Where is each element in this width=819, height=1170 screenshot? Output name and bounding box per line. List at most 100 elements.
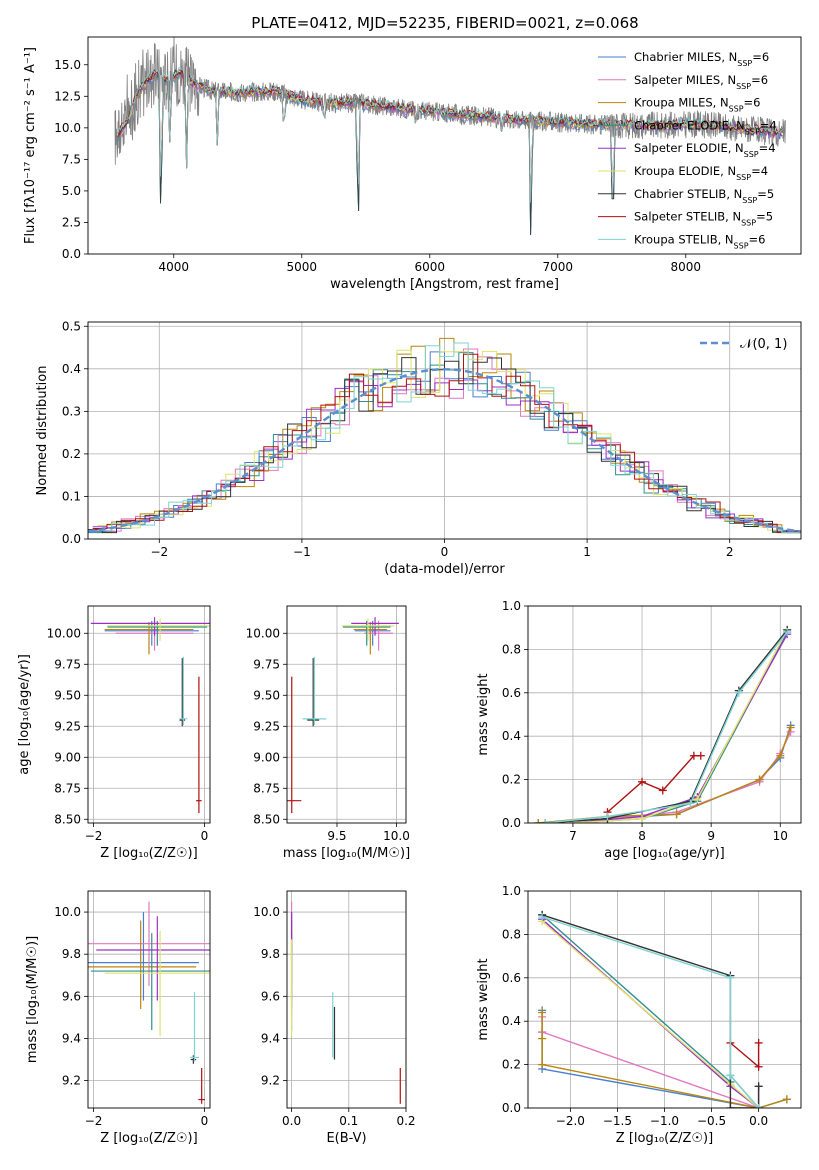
age-vs-mass-y-tick-label: 8.50	[253, 812, 280, 826]
mass-weight-vs-metallicity-x-tick-label: −0.5	[697, 1114, 726, 1128]
mass-weight-vs-metallicity-y-tick-label: 0.8	[502, 927, 521, 941]
mass-weight-vs-metallicity-marker-kroupa-miles	[538, 1008, 547, 1017]
residuals-plot-area	[88, 322, 801, 539]
residuals-y-tick-label: 0.2	[62, 447, 81, 461]
residuals-y-tick-label: 0.1	[62, 489, 81, 503]
mass-vs-extinction-y-tick-label: 9.8	[261, 947, 280, 961]
age-vs-mass-x-tick-label: 9.5	[327, 829, 346, 843]
legend-subscript: SSP	[736, 81, 751, 90]
legend-subscript: SSP	[745, 127, 760, 136]
mass-weight-vs-metallicity-line-kroupa-stelib	[541, 916, 760, 1108]
residuals-y-tick-label: 0.3	[62, 404, 81, 418]
mass-vs-metallicity-point-chabrier-elodie	[90, 933, 210, 1031]
residuals-y-tick-label: 0.4	[62, 362, 81, 376]
legend-label-chabrier-elodie: Chabrier ELODIE, NSSP=4	[634, 118, 777, 136]
age-vs-metallicity-point-salpeter-stelib	[196, 676, 202, 814]
age-vs-mass-point-kroupa-stelib	[302, 656, 327, 726]
age-vs-metallicity-point-kroupa-stelib	[179, 656, 188, 726]
mass-weight-vs-age-marker-kroupa-stelib	[686, 799, 695, 808]
mass-weight-vs-age-marker-kroupa-miles	[786, 723, 795, 732]
mass-weight-vs-age-y-tick-label: 0.2	[502, 773, 521, 787]
legend-label-chabrier-stelib: Chabrier STELIB, NSSP=5	[634, 187, 774, 205]
legend-subscript: SSP	[744, 150, 759, 159]
age-vs-metallicity-point-chabrier-stelib	[179, 658, 186, 727]
mass-weight-vs-age-marker-kroupa-stelib	[734, 688, 743, 697]
gaussian-reference-line	[88, 368, 801, 533]
mass-weight-vs-age-y-tick-label: 0.6	[502, 686, 521, 700]
mass-vs-metallicity-y-label: mass [log₁₀(M/M☉)]	[25, 936, 40, 1063]
mass-vs-metallicity-point-salpeter-elodie	[96, 916, 210, 1001]
mass-vs-metallicity-point-salpeter-stelib	[198, 1067, 206, 1104]
age-vs-mass-y-tick-label: 9.75	[253, 657, 280, 671]
spectrum-y-tick-label: 0.0	[62, 247, 81, 261]
mass-weight-vs-metallicity-y-tick-label: 0.6	[502, 971, 521, 985]
mass-vs-metallicity-axes: −2 0 9.2 9.4 9.6 9.8 10.0 Z [log₁₀(Z/Z☉)] mass […	[25, 890, 211, 1146]
age-vs-mass-y-tick-label: 9.50	[253, 688, 280, 702]
mass-weight-vs-metallicity-line-chabrier-stelib	[541, 914, 760, 1108]
mass-weight-vs-metallicity-marker-kroupa-stelib	[726, 1071, 735, 1080]
mass-vs-extinction-y-tick-label: 9.4	[261, 1031, 280, 1045]
age-vs-mass-y-tick-label: 9.25	[253, 719, 280, 733]
mass-weight-vs-metallicity-y-tick-label: 0.4	[502, 1014, 521, 1028]
model-spectrum-kroupa-elodie	[117, 68, 784, 203]
mass-vs-metallicity-y-tick-label: 9.4	[62, 1031, 81, 1045]
age-vs-metallicity-y-tick-label: 9.25	[54, 719, 81, 733]
age-vs-mass-y-tick-label: 8.75	[253, 781, 280, 795]
mass-weight-vs-age-plot-area	[528, 606, 801, 823]
age-vs-mass-frame	[286, 605, 407, 824]
mass-weight-vs-metallicity-y-tick-label: 1.0	[502, 884, 521, 898]
spectrum-x-tick-label: 5000	[286, 260, 317, 274]
age-vs-metallicity-y-tick-label: 9.00	[54, 750, 81, 764]
mass-weight-vs-metallicity-y-label: mass weight	[476, 958, 491, 1040]
spectrum-y-tick-label: 15.0	[54, 58, 81, 72]
age-vs-mass-y-tick-label: 9.00	[253, 750, 280, 764]
mass-vs-extinction-x-tick-label: 0.0	[282, 1114, 301, 1128]
legend-subscript: SSP	[741, 218, 756, 227]
mass-vs-metallicity-x-tick-label: 0	[201, 1114, 209, 1128]
mass-weight-vs-metallicity-frame	[527, 890, 802, 1109]
age-vs-metallicity-y-tick-label: 8.75	[54, 781, 81, 795]
legend-label-salpeter-miles: Salpeter MILES, NSSP=6	[634, 73, 768, 91]
spectrum-x-tick-label: 7000	[543, 260, 574, 274]
mass-weight-vs-metallicity-x-tick-label: −2.0	[556, 1114, 585, 1128]
model-spectrum-kroupa-stelib	[116, 66, 783, 203]
age-vs-mass-point-chabrier-elodie	[342, 620, 391, 646]
mass-vs-metallicity-x-tick-label: −2	[85, 1114, 103, 1128]
spectrum-legend: Chabrier MILES, NSSP=6 Salpeter MILES, NS…	[598, 50, 777, 250]
mass-weight-vs-age-y-tick-label: 0.0	[502, 816, 521, 830]
age-vs-metallicity-y-tick-label: 10.00	[47, 626, 81, 640]
age-vs-mass-point-kroupa-elodie	[341, 618, 395, 641]
mass-vs-metallicity-plot-area	[88, 891, 210, 1108]
age-vs-metallicity-y-tick-label: 9.75	[54, 657, 81, 671]
histogram-chabrier-stelib	[88, 357, 801, 534]
spectrum-y-label: Flux [fλ10⁻¹⁷ erg cm⁻² s⁻¹ A⁻¹]	[23, 47, 38, 244]
age-vs-metallicity-plot-area	[88, 606, 210, 823]
mass-weight-vs-age-x-tick-label: 7	[569, 829, 577, 843]
mass-weight-vs-metallicity-marker-kroupa-stelib	[538, 913, 547, 922]
mass-weight-vs-age-marker-kroupa-stelib	[541, 819, 550, 823]
spectrum-x-tick-label: 6000	[415, 260, 446, 274]
legend-subscript: SSP	[742, 195, 757, 204]
mass-weight-vs-metallicity-marker-kroupa-stelib	[726, 973, 735, 982]
mass-weight-vs-age-marker-kroupa-miles	[534, 819, 543, 823]
age-vs-metallicity-x-tick-label: 0	[201, 829, 209, 843]
spectrum-y-tick-label: 5.0	[62, 184, 81, 198]
spectrum-y-tick-label: 12.5	[54, 89, 81, 103]
mass-weight-vs-age-marker-kroupa-miles	[672, 810, 681, 819]
mass-weight-vs-age-x-tick-label: 10	[773, 829, 788, 843]
mass-vs-metallicity-x-label: Z [log₁₀(Z/Z☉)]	[100, 1131, 197, 1146]
residuals-x-tick-label: −2	[150, 545, 168, 559]
legend-label-salpeter-elodie: Salpeter ELODIE, NSSP=4	[634, 141, 776, 159]
age-vs-metallicity-y-tick-label: 9.50	[54, 688, 81, 702]
mass-weight-vs-age-marker-salpeter-stelib	[696, 751, 705, 760]
age-vs-mass-x-label: mass [log₁₀(M/M☉)]	[283, 846, 410, 861]
residuals-x-tick-label: 1	[583, 545, 591, 559]
mass-weight-vs-age-marker-kroupa-elodie	[693, 795, 702, 804]
mass-weight-vs-age-axes: 7 8 9 10 0.0 0.2 0.4 0.6 0.8 1.0 age [log₁₀(age/yr…	[476, 599, 802, 861]
age-vs-metallicity-y-tick-label: 8.50	[54, 812, 81, 826]
mass-weight-vs-age-marker-kroupa-miles	[776, 751, 785, 760]
age-vs-mass-point-chabrier-stelib	[307, 658, 320, 727]
figure-title: PLATE=0412, MJD=52235, FIBERID=0021, z=0…	[251, 14, 638, 32]
